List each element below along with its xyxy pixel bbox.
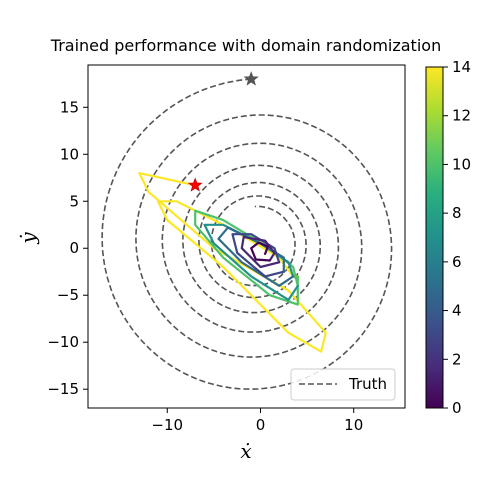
colorbar: 0 2 4 6 8 10 12 14 — [425, 58, 471, 417]
y-axis-label: ẏ — [16, 232, 40, 245]
trained-trajectory-loop-0 — [138, 172, 327, 353]
y-tick-label: −5 — [57, 286, 79, 304]
trained-trajectory-loop-4 — [231, 233, 285, 278]
y-tick-label: 5 — [69, 192, 79, 210]
colorbar-tick-label: 6 — [452, 253, 462, 271]
y-tick-label: 10 — [60, 145, 79, 163]
colorbar-tick-label: 0 — [452, 399, 462, 417]
y-tick-label: −10 — [47, 333, 79, 351]
colorbar-tick-label: 14 — [452, 58, 471, 76]
truth-start-star-marker — [243, 71, 259, 86]
trained-trajectory-loop-3 — [217, 226, 295, 287]
colorbar-tick-label: 2 — [452, 350, 462, 368]
colorbar-ticks: 0 2 4 6 8 10 12 14 — [443, 58, 471, 417]
axis-ticks: −10 0 10 −15 −10 −5 0 5 10 15 — [47, 98, 363, 434]
y-tick-label: −15 — [47, 380, 79, 398]
trained-trajectory-loop-5 — [240, 235, 281, 269]
legend-box — [290, 368, 396, 401]
y-tick-label: 15 — [60, 98, 79, 116]
chart-title: Trained performance with domain randomiz… — [50, 36, 441, 55]
trained-start-star-marker — [187, 177, 203, 192]
colorbar-tick-label: 12 — [452, 107, 471, 125]
x-axis-label: ẋ — [240, 439, 251, 463]
truth-spiral-line — [101, 78, 393, 390]
colorbar-gradient — [425, 66, 444, 409]
legend-truth-label: Truth — [348, 375, 387, 393]
legend: Truth — [290, 368, 396, 401]
colorbar-tick-label: 10 — [452, 155, 471, 173]
y-tick-label: 0 — [69, 239, 79, 257]
plot-data-layer — [101, 71, 393, 390]
colorbar-tick-label: 4 — [452, 302, 462, 320]
x-tick-label: −10 — [151, 416, 183, 434]
colorbar-tick-label: 8 — [452, 204, 462, 222]
x-tick-label: 10 — [344, 416, 363, 434]
axes-frame — [87, 64, 406, 409]
trained-trajectory-loop-6 — [250, 241, 271, 262]
x-tick-label: 0 — [256, 416, 266, 434]
